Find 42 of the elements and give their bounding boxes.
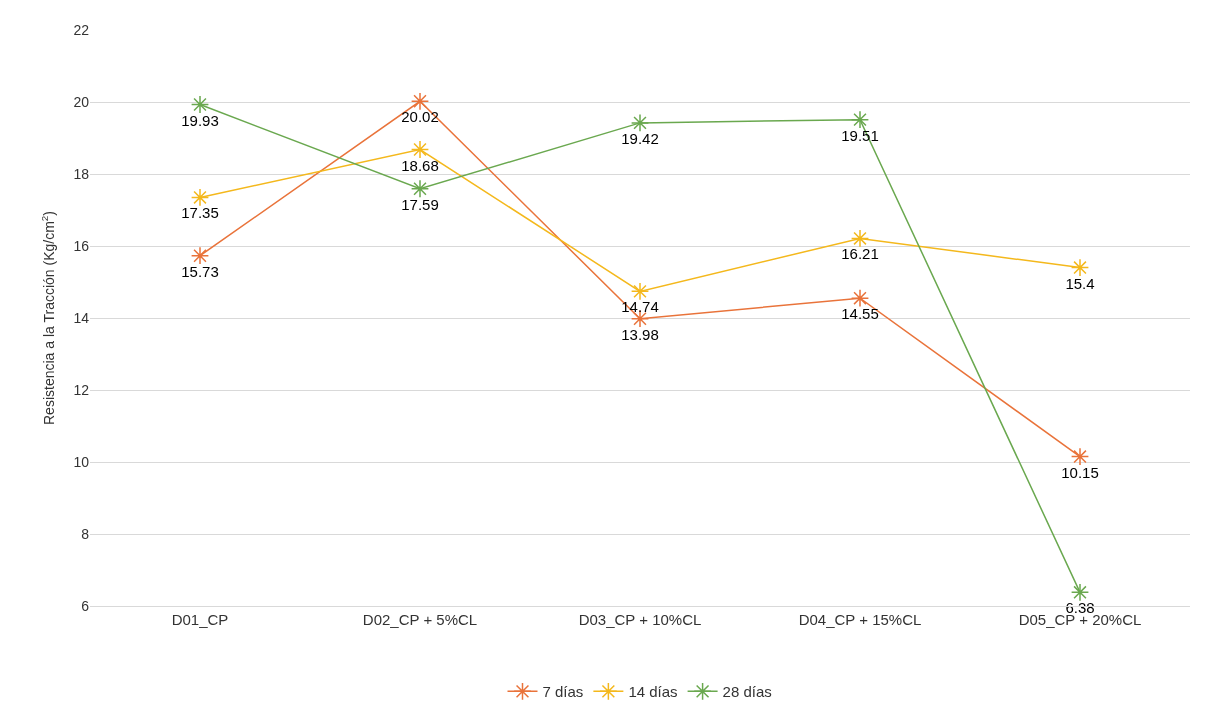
data-label: 13.98 [621,325,659,343]
y-tick-label: 20 [73,93,90,110]
x-tick-label: D02_CP + 5%CL [362,611,478,628]
y-tick-label: 6 [81,597,90,614]
point [630,282,650,301]
point [850,289,870,308]
y-tick-label: 8 [81,525,90,542]
point [410,92,430,111]
x-tick-label: D04_CP + 15%CL [798,611,922,628]
y-tick-label: 12 [73,381,90,398]
point [1070,258,1090,277]
data-label: 19.42 [621,129,659,147]
data-label: 19.93 [181,111,219,129]
data-label: 15.73 [181,262,219,280]
data-label: 14.55 [841,305,879,323]
y-tick-label: 16 [73,237,90,254]
x-tick-label: D03_CP + 10%CL [578,611,702,628]
y-tick-label: 22 [73,21,90,38]
point [410,140,430,159]
data-label: 17.35 [181,204,219,222]
point [850,110,870,129]
point [190,246,210,265]
data-label: 20.02 [401,108,439,126]
y-tick-label: 14 [73,309,90,326]
point [630,113,650,133]
y-tick-label: 10 [73,453,90,470]
data-label: 10.15 [1061,463,1099,481]
point [1070,447,1090,466]
point [1070,583,1090,602]
legend-label: 7 días [542,683,584,701]
point [850,229,870,248]
legend-label: 28 días [722,683,772,701]
point [190,95,210,114]
data-label: 16.21 [841,245,879,263]
data-label: 17.59 [401,195,439,213]
data-label: 15.4 [1065,274,1095,292]
point [190,188,210,207]
point [410,179,430,198]
y-tick-label: 18 [73,165,90,182]
legend-label: 14 días [628,683,678,701]
x-tick-label: D01_CP [171,611,229,628]
data-label: 18.68 [401,156,439,174]
